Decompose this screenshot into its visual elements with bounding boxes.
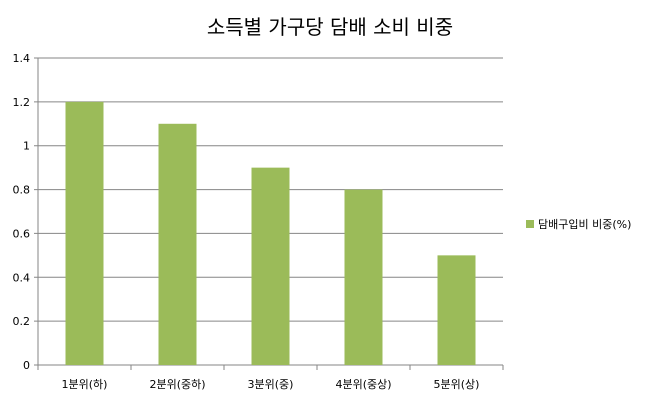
bars [65, 101, 476, 366]
x-tick-label: 4분위(중상) [335, 378, 391, 391]
y-tick-label: 1.2 [13, 96, 31, 109]
legend: 담배구입비 비중(%) [526, 218, 631, 231]
bar [158, 123, 197, 366]
x-tick-label: 2분위(중하) [149, 377, 205, 391]
y-axis-ticks: 0 0.2 0.4 0.6 0.8 1 1.2 1.4 [13, 52, 31, 372]
chart-title: 소득별 가구당 담배 소비 비중 [207, 15, 453, 39]
y-tick-label: 1 [23, 140, 30, 153]
bar [437, 255, 476, 365]
legend-swatch [526, 220, 534, 228]
y-tick-label: 0.4 [13, 271, 31, 284]
x-tick-label: 1분위(하) [62, 377, 108, 391]
y-tick-label: 0.6 [13, 227, 31, 240]
y-tick-label: 0 [23, 359, 30, 372]
x-tick-label: 3분위(중) [248, 378, 294, 391]
y-tick-label: 1.4 [13, 52, 31, 65]
y-tick-label: 0.8 [13, 184, 31, 197]
y-tick-label: 0.2 [13, 315, 31, 328]
bar [65, 101, 104, 365]
bar [251, 167, 290, 365]
x-axis-ticks: 1분위(하) 2분위(중하) 3분위(중) 4분위(중상) 5분위(상) [62, 377, 480, 391]
x-tick-label: 5분위(상) [434, 378, 480, 391]
bar [344, 189, 383, 365]
legend-label: 담배구입비 비중(%) [538, 218, 631, 231]
